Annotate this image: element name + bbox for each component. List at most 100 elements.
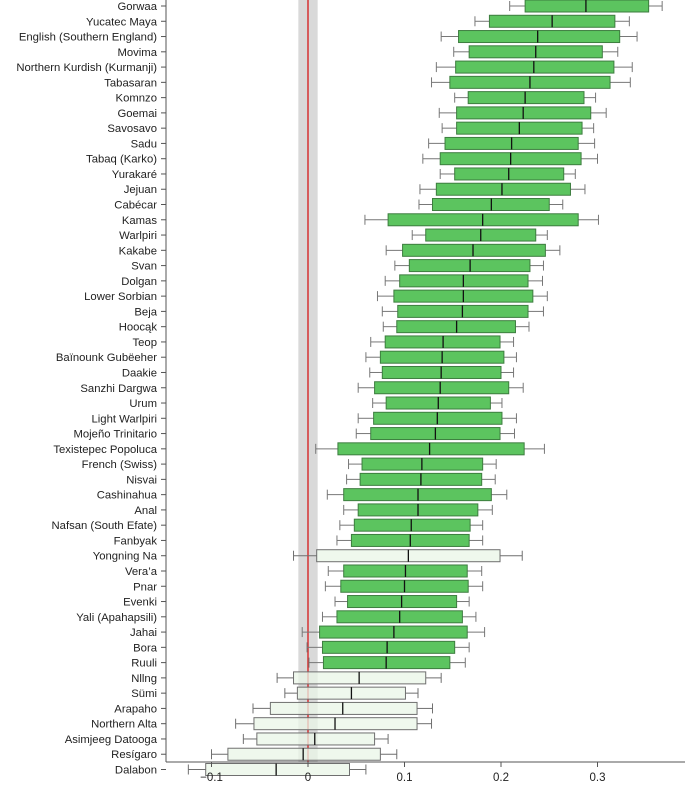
box-row bbox=[509, 0, 663, 13]
box-row bbox=[394, 259, 544, 273]
y-tick-label: Kakabe bbox=[119, 245, 157, 257]
box-row bbox=[382, 320, 530, 334]
y-tick-label: Jahai bbox=[130, 627, 157, 639]
box-row bbox=[439, 167, 576, 181]
y-tick-label: Savosavo bbox=[107, 123, 157, 135]
y-tick-label: Nafsan (South Efate) bbox=[52, 520, 158, 532]
box-row bbox=[334, 595, 470, 609]
iqr-box bbox=[321, 640, 456, 654]
y-tick-label: Yurakaré bbox=[112, 169, 157, 181]
box-row bbox=[336, 533, 484, 547]
iqr-box bbox=[227, 747, 381, 761]
box-row bbox=[252, 701, 433, 715]
box-row bbox=[376, 289, 548, 303]
box-row bbox=[372, 396, 503, 410]
y-tick-label: Hoocąk bbox=[119, 322, 158, 334]
iqr-box bbox=[458, 30, 621, 44]
box-row bbox=[308, 656, 466, 670]
box-row bbox=[384, 274, 543, 288]
box-row bbox=[365, 350, 517, 364]
y-tick-label: Beja bbox=[134, 306, 157, 318]
y-tick-label: Goemai bbox=[117, 108, 157, 120]
y-tick-label: Svan bbox=[131, 261, 157, 273]
box-row bbox=[440, 30, 638, 44]
iqr-box bbox=[455, 60, 615, 74]
y-tick-label: Resígaro bbox=[111, 749, 157, 761]
y-tick-label: Jejuan bbox=[124, 184, 157, 196]
y-tick-label: Pnar bbox=[133, 581, 157, 593]
iqr-box bbox=[256, 732, 376, 746]
y-tick-label: Daakie bbox=[122, 367, 157, 379]
box-row bbox=[474, 14, 630, 28]
box-row bbox=[343, 503, 493, 517]
box-row bbox=[348, 457, 497, 471]
iqr-box bbox=[337, 442, 525, 456]
box-row bbox=[422, 152, 598, 166]
iqr-box bbox=[205, 763, 350, 776]
y-tick-label: Northern Alta bbox=[91, 719, 158, 731]
box-row bbox=[381, 304, 544, 318]
box-row bbox=[321, 610, 477, 624]
box-row bbox=[418, 198, 564, 212]
y-tick-label: Sadu bbox=[131, 138, 157, 150]
y-tick-label: Texistepec Popoluca bbox=[53, 444, 157, 456]
y-tick-label: Movima bbox=[117, 47, 157, 59]
y-tick-label: Dalabon bbox=[115, 765, 157, 777]
y-tick-label: Urum bbox=[129, 398, 157, 410]
y-tick-label: Nisvai bbox=[126, 474, 157, 486]
iqr-box bbox=[269, 701, 418, 715]
x-tick-label: 0.3 bbox=[590, 772, 606, 784]
box-row bbox=[187, 763, 367, 776]
y-tick-label: Baïnounk Gubëeher bbox=[56, 352, 157, 364]
y-tick-label: Light Warlpiri bbox=[92, 413, 158, 425]
box-row bbox=[385, 243, 561, 257]
y-tick-label: Asimjeeg Datooga bbox=[65, 734, 158, 746]
box-row bbox=[324, 579, 484, 593]
box-row bbox=[364, 213, 599, 227]
x-tick-label: 0.1 bbox=[397, 772, 413, 784]
y-tick-label: Tabasaran bbox=[104, 77, 157, 89]
y-tick-label: Lower Sorbian bbox=[84, 291, 157, 303]
y-tick-label: Cabécar bbox=[114, 200, 157, 212]
y-tick-label: Yucatec Maya bbox=[86, 16, 158, 28]
iqr-box bbox=[524, 0, 650, 13]
iqr-box bbox=[374, 381, 510, 395]
y-tick-label: Kamas bbox=[122, 215, 158, 227]
y-tick-label: Northern Kurdish (Kurmanji) bbox=[16, 62, 157, 74]
box-row bbox=[315, 442, 545, 456]
y-tick-label: Ruuli bbox=[131, 658, 157, 670]
y-tick-label: Nllng bbox=[131, 673, 157, 685]
y-tick-label: Arapaho bbox=[114, 703, 157, 715]
y-tick-label: Evenki bbox=[123, 597, 157, 609]
box-row bbox=[306, 640, 470, 654]
box-row bbox=[357, 381, 524, 395]
y-tick-label: Yongning Na bbox=[93, 551, 158, 563]
x-tick-label: 0 bbox=[305, 772, 311, 784]
y-tick-label: Komnzo bbox=[116, 93, 157, 105]
box-row bbox=[428, 136, 596, 150]
y-tick-label: Bora bbox=[133, 642, 158, 654]
iqr-box bbox=[435, 182, 571, 196]
box-row bbox=[211, 747, 398, 761]
y-tick-label: Sanzhi Dargwa bbox=[80, 383, 157, 395]
y-tick-label: Warlpiri bbox=[119, 230, 157, 242]
box-row bbox=[284, 686, 419, 700]
y-tick-label: Yali (Apahapsili) bbox=[76, 612, 157, 624]
box-row bbox=[441, 121, 595, 135]
box-row bbox=[357, 411, 517, 425]
y-tick-label: French (Swiss) bbox=[82, 459, 158, 471]
y-tick-label: Anal bbox=[134, 505, 157, 517]
y-tick-label: Cashinahua bbox=[97, 490, 158, 502]
iqr-box bbox=[402, 243, 546, 257]
box-row bbox=[411, 228, 548, 242]
iqr-box bbox=[353, 518, 471, 532]
box-row bbox=[235, 717, 433, 731]
box-row bbox=[355, 427, 516, 441]
box-row bbox=[339, 518, 484, 532]
y-tick-label: Sümi bbox=[131, 688, 157, 700]
box-row bbox=[327, 564, 483, 578]
x-tick-label: 0.2 bbox=[493, 772, 509, 784]
y-tick-label: Mojeño Trinitario bbox=[73, 429, 157, 441]
box-row bbox=[276, 671, 442, 685]
